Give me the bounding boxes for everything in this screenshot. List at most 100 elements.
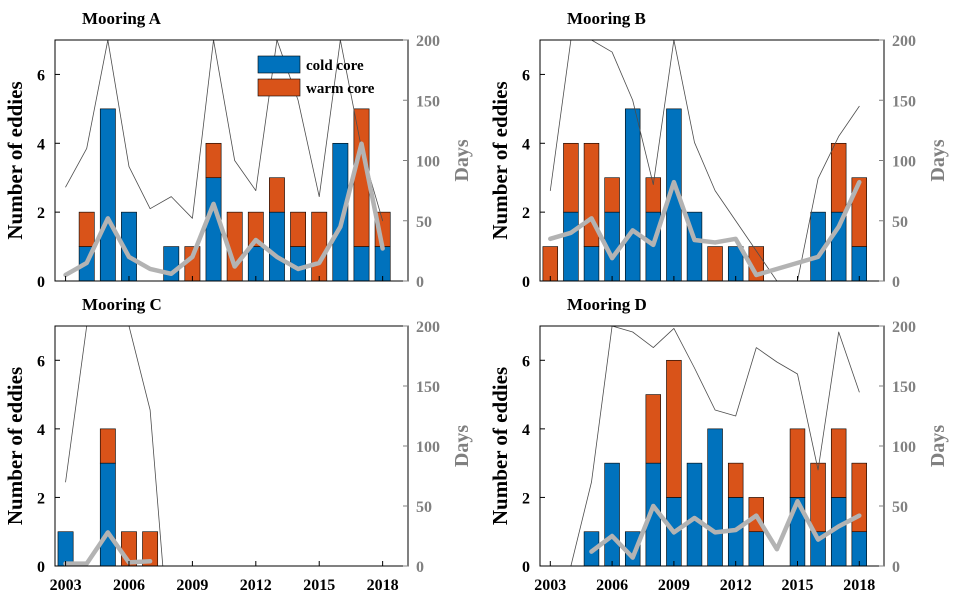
y2-axis-label: Days	[927, 139, 949, 181]
y-tick-label: 6	[522, 67, 530, 84]
y2-axis-label: Days	[451, 139, 473, 181]
bar-warm-2008	[645, 394, 662, 464]
y2-tick-label: 100	[892, 439, 916, 456]
bar-warm-2006	[604, 177, 620, 213]
bar-warm-2017	[830, 142, 847, 213]
y2-tick-label: 200	[416, 319, 440, 336]
days-line-thick	[63, 530, 153, 566]
days-line-thin	[570, 326, 860, 566]
x-tick-label: 2012	[720, 577, 752, 594]
panel-title: Mooring B	[567, 9, 646, 28]
bar-cold-2012	[247, 246, 264, 282]
x-tick-label: 2012	[240, 577, 272, 594]
legend: cold core warm core	[257, 55, 375, 97]
days-line-thin	[65, 326, 164, 566]
bar-cold-2017	[353, 246, 370, 282]
bar-cold-2018	[851, 531, 867, 567]
bar-cold-2013	[269, 211, 285, 282]
y-tick-label: 6	[37, 67, 45, 84]
y2-tick-label: 50	[416, 214, 432, 231]
bar-cold-2010	[686, 462, 703, 567]
y-tick-label: 4	[37, 422, 45, 439]
bar-cold-2003	[57, 531, 74, 567]
bar-warm-2016	[810, 462, 826, 533]
y2-axis-label: Days	[451, 425, 473, 467]
bar-warm-2012	[727, 462, 744, 498]
y2-tick-label: 50	[892, 214, 908, 231]
bar-warm-2017	[830, 428, 847, 498]
y-tick-label: 4	[37, 136, 45, 153]
bar-warm-2011	[707, 246, 723, 282]
days-line-thick	[63, 141, 385, 278]
bar-cold-2005	[99, 108, 116, 282]
bar-warm-2010	[205, 142, 222, 179]
y-axis-label: Number of eddies	[3, 367, 27, 525]
y-axis-label: Number of eddies	[3, 81, 27, 239]
x-tick-label: 2018	[367, 577, 399, 594]
days-line-thin	[549, 40, 860, 281]
bar-cold-2010	[205, 177, 222, 282]
y-axis-label: Number of eddies	[488, 81, 512, 239]
panel-0: 0 2 4 6 0 50 100 150 200 Mooring A Number of eddie…	[3, 9, 473, 291]
y2-tick-label: 0	[892, 559, 900, 576]
y2-tick-label: 200	[892, 33, 916, 50]
panel-1: 0 2 4 6 0 50 100 150 200 Mooring B Number of eddie…	[488, 9, 949, 291]
bar-warm-2009	[666, 359, 682, 498]
x-tick-label: 2006	[596, 577, 628, 594]
panel-2: 0 2 4 6 0 50 100 150 200 2003 2006 2009 2012 2015 2018…	[3, 295, 473, 594]
bar-warm-2005	[99, 428, 116, 464]
y-tick-label: 2	[522, 205, 530, 222]
bar-cold-2004	[563, 211, 579, 282]
days-line-thick	[589, 498, 862, 560]
y-tick-label: 6	[522, 353, 530, 370]
y-tick-label: 6	[37, 353, 45, 370]
bar-cold-2013	[748, 531, 765, 567]
y-tick-label: 4	[522, 136, 530, 153]
y2-tick-label: 100	[416, 439, 440, 456]
bar-warm-2015	[311, 211, 328, 282]
y-tick-label: 0	[37, 559, 45, 576]
y2-axis-label: Days	[927, 425, 949, 467]
y-tick-label: 0	[522, 274, 530, 291]
bar-cold-2006	[604, 462, 620, 567]
bar-warm-2018	[851, 462, 867, 533]
bar-warm-2013	[269, 177, 285, 213]
bars	[57, 428, 159, 567]
y2-tick-label: 150	[416, 93, 440, 110]
bar-warm-2004	[563, 142, 579, 213]
bar-cold-2018	[851, 246, 867, 282]
x-tick-label: 2003	[50, 577, 82, 594]
y2-tick-label: 0	[892, 274, 900, 291]
panel-title: Mooring A	[82, 9, 162, 28]
y2-tick-label: 50	[892, 499, 908, 516]
bar-warm-2003	[542, 246, 559, 282]
panel-title: Mooring C	[82, 295, 162, 314]
y2-tick-label: 100	[416, 154, 440, 171]
y2-tick-label: 200	[892, 319, 916, 336]
bar-cold-2005	[583, 246, 600, 282]
bars	[583, 359, 867, 567]
bar-cold-2007	[624, 108, 641, 282]
y2-tick-label: 100	[892, 154, 916, 171]
x-tick-label: 2009	[658, 577, 690, 594]
x-tick-label: 2003	[534, 577, 566, 594]
panel-title: Mooring D	[567, 295, 647, 314]
bar-warm-2018	[851, 177, 867, 247]
y2-tick-label: 200	[416, 33, 440, 50]
bar-warm-2015	[789, 428, 806, 498]
y-tick-label: 4	[522, 422, 530, 439]
legend-swatch-warm	[257, 78, 301, 97]
y2-tick-label: 150	[416, 379, 440, 396]
legend-label-cold: cold core	[306, 58, 364, 74]
bar-cold-2018	[374, 246, 391, 282]
legend-label-warm: warm core	[306, 81, 375, 97]
bar-warm-2008	[645, 177, 662, 213]
days-line-thick	[548, 179, 862, 278]
legend-swatch-cold	[257, 55, 301, 74]
y2-tick-label: 0	[416, 274, 424, 291]
x-tick-label: 2006	[113, 577, 145, 594]
y-tick-label: 2	[37, 490, 45, 507]
y2-tick-label: 150	[892, 379, 916, 396]
bar-cold-2005	[99, 462, 116, 567]
